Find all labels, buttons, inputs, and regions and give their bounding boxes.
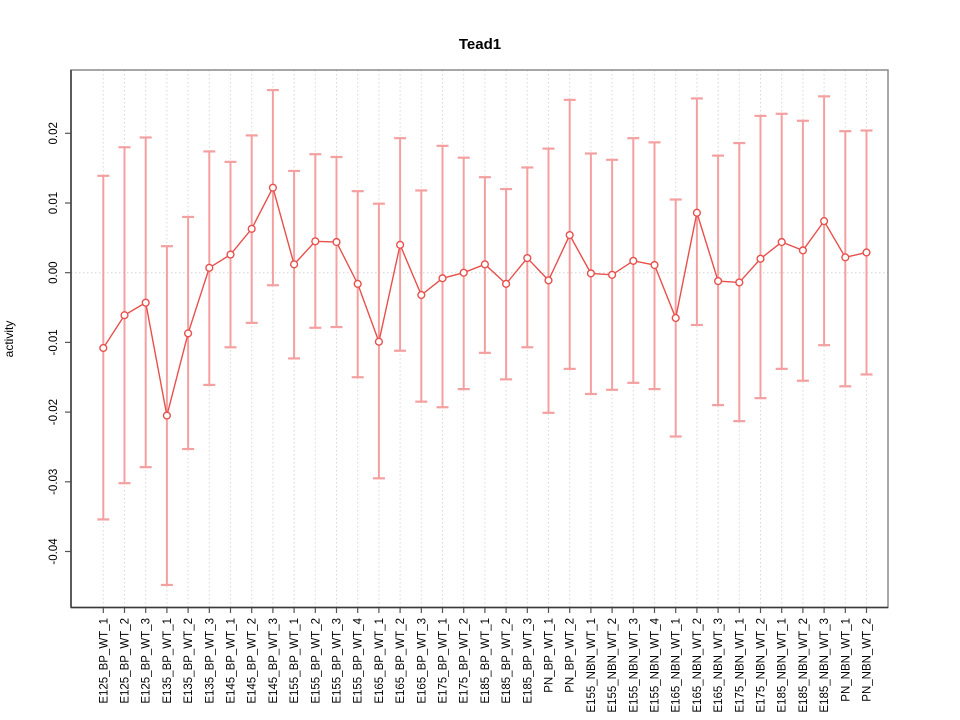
x-tick-label: E125_BP_WT_2 (120, 618, 132, 704)
data-point-marker (841, 253, 850, 262)
y-tick-label: -0.03 (48, 469, 60, 495)
data-point-marker (353, 279, 362, 288)
data-point-marker (247, 224, 256, 233)
data-point-marker (459, 268, 468, 277)
data-point-marker (756, 254, 765, 263)
chart-title: Tead1 (458, 36, 502, 53)
data-point-marker (332, 237, 341, 247)
x-tick-label: E125_BP_WT_3 (141, 618, 153, 704)
data-point-marker (671, 313, 680, 323)
x-tick-label: E155_BP_WT_1 (289, 618, 301, 704)
x-tick-label: E175_NBN_WT_2 (756, 618, 768, 713)
data-point-marker (141, 298, 150, 307)
y-tick-label: -0.02 (48, 399, 60, 425)
x-tick-label: E165_BP_WT_2 (395, 618, 407, 704)
x-tick-label: E185_NBN_WT_2 (798, 618, 810, 713)
data-point-marker (650, 260, 659, 270)
data-point-marker (184, 329, 193, 338)
x-tick-label: PN_BP_WT_2 (565, 618, 577, 693)
data-point-marker (607, 270, 617, 279)
data-point-marker (290, 260, 299, 269)
x-tick-label: E155_BP_WT_3 (332, 618, 344, 704)
x-tick-label: E165_BP_WT_1 (374, 618, 386, 704)
data-point-marker (629, 256, 638, 265)
x-tick-label: E165_NBN_WT_1 (671, 618, 683, 713)
x-tick-label: E185_NBN_WT_3 (819, 618, 831, 713)
x-tick-label: E185_NBN_WT_1 (777, 618, 789, 713)
data-point-marker (162, 411, 172, 420)
data-point-marker (438, 274, 447, 283)
y-tick-label: 0.02 (48, 122, 60, 144)
x-tick-label: E145_BP_WT_1 (226, 618, 238, 704)
x-tick-label: E175_BP_WT_1 (438, 618, 450, 704)
x-tick-label: E125_BP_WT_1 (98, 618, 110, 704)
data-point-marker (544, 276, 553, 285)
x-tick-label: E185_BP_WT_2 (501, 618, 513, 704)
data-point-marker (502, 279, 511, 288)
x-tick-label: E155_NBN_WT_2 (607, 618, 619, 713)
data-point-marker (120, 311, 129, 320)
x-tick-label: E165_BP_WT_3 (416, 618, 428, 704)
x-tick-label: E135_BP_WT_2 (183, 618, 195, 704)
x-tick-label: E185_BP_WT_1 (480, 618, 492, 704)
data-point-marker (819, 217, 829, 226)
data-point-marker (565, 230, 574, 240)
data-point-marker (586, 269, 596, 278)
x-tick-label: E155_BP_WT_4 (353, 617, 365, 703)
data-point-marker (226, 250, 235, 259)
x-tick-label: E145_BP_WT_2 (247, 618, 259, 704)
x-tick-label: PN_NBN_WT_1 (840, 618, 852, 702)
data-point-marker (374, 337, 384, 346)
plot-border (70, 69, 889, 609)
data-point-marker (713, 276, 723, 286)
data-point-marker (480, 260, 490, 269)
x-tick-label: E155_NBN_WT_1 (586, 618, 598, 713)
y-tick-label: -0.04 (48, 538, 60, 565)
data-point-marker (417, 290, 426, 300)
data-point-marker (862, 248, 871, 257)
data-point-marker (777, 237, 786, 247)
x-tick-label: E135_BP_WT_3 (204, 618, 216, 704)
x-tick-label: E155_NBN_WT_4 (650, 617, 662, 712)
x-tick-label: E185_BP_WT_3 (522, 618, 534, 704)
data-point-marker (523, 253, 532, 263)
y-tick-label: -0.01 (48, 329, 60, 355)
data-point-marker (99, 343, 108, 353)
x-tick-label: E165_NBN_WT_3 (713, 618, 725, 713)
data-point-marker (396, 240, 405, 249)
y-tick-label: 0.00 (48, 262, 60, 284)
x-tick-label: E145_BP_WT_3 (268, 618, 280, 704)
data-point-marker (205, 263, 214, 272)
x-tick-label: E175_NBN_WT_1 (734, 618, 746, 713)
x-tick-label: E175_BP_WT_2 (459, 618, 471, 704)
y-tick-label: 0.01 (48, 192, 60, 214)
data-point-marker (311, 237, 320, 246)
x-tick-label: E135_BP_WT_1 (162, 618, 174, 704)
data-point-marker (798, 246, 808, 255)
x-tick-label: E155_NBN_WT_3 (628, 618, 640, 713)
data-point-marker (692, 208, 702, 217)
y-axis-label: activity (2, 320, 16, 358)
x-tick-label: PN_BP_WT_1 (544, 618, 556, 693)
x-tick-label: PN_NBN_WT_2 (862, 618, 874, 702)
data-point-marker (735, 278, 744, 287)
x-tick-label: E165_NBN_WT_2 (692, 618, 704, 713)
x-tick-label: E155_BP_WT_2 (310, 618, 322, 704)
data-point-marker (268, 183, 278, 192)
